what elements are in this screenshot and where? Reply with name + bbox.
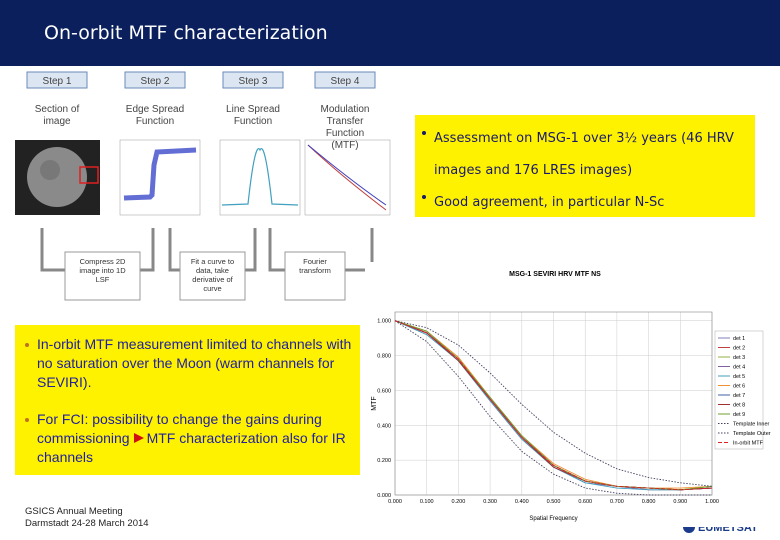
step-box [124,71,186,89]
x-tick-label: 0.100 [420,499,434,505]
legend-label: det 4 [733,365,745,371]
step-box [314,71,376,89]
step-label: Step 4 [331,76,360,87]
x-axis-label: Spatial Frequency [529,516,577,522]
x-tick-label: 0.900 [673,499,687,505]
bullet: Good agreement, in particular N-Sc [420,187,750,219]
x-tick-label: 0.400 [515,499,529,505]
x-tick-label: 0.500 [547,499,561,505]
arrow-icon [133,433,144,443]
y-tick-label: 0.000 [377,493,391,499]
legend-label: det 9 [733,412,745,418]
process-box [179,251,246,301]
x-tick-label: 0.800 [642,499,656,505]
step-caption: Section of image [35,104,80,127]
legend-label: det 3 [733,355,745,361]
y-tick-label: 0.200 [377,458,391,464]
bullet: For FCI: possibility to change the gains… [23,410,352,467]
legend-label: det 2 [733,346,745,352]
bullet-text: MTF characterization also for IR channel… [37,430,346,465]
highlight-box: In-orbit MTF measurement limited to chan… [15,325,360,475]
legend-label: Template Outer [733,431,771,437]
legend-label: det 7 [733,393,745,399]
legend-box [714,330,764,450]
step-label: Step 1 [43,76,72,87]
y-tick-label: 0.400 [377,423,391,429]
legend-label: det 6 [733,384,745,390]
x-tick-label: 0.700 [610,499,624,505]
lsf-plot [219,139,301,216]
legend-label: det 5 [733,374,745,380]
chart-bg [365,262,765,527]
y-tick-label: 0.800 [377,354,391,360]
plot-frame [394,311,713,496]
legend-label: In-orbit MTF [733,441,764,447]
step-caption: Line Spread Function [226,104,280,127]
bullet: Assessment on MSG-1 over 3½ years (46 HR… [420,123,750,187]
x-tick-label: 0.000 [388,499,402,505]
legend-label: Template Inner [733,422,770,428]
lsf-curve [221,148,299,206]
moon-crater [40,160,60,180]
step-caption: Modulation Transfer Function (MTF) [321,104,370,151]
y-tick-label: 1.000 [377,319,391,325]
chart-title: MSG-1 SEVIRI HRV MTF NS [509,271,601,278]
step-box [222,71,284,89]
process-label: Compress 2D image into 1D LSF [79,257,126,284]
mtf-curve [307,144,387,206]
series-line [394,320,712,496]
footer-line: Darmstadt 24-28 March 2014 [25,518,149,529]
legend-label: det 8 [733,403,745,409]
y-tick-label: 0.600 [377,388,391,394]
header: On-orbit MTF characterization [0,0,780,66]
esf-curve [123,147,197,201]
process-box [284,251,346,301]
process-label: Fit a curve to data, take derivative of cur… [191,257,234,293]
bullet-text: For FCI: possibility to change the gains… [37,411,322,446]
x-tick-label: 0.200 [452,499,466,505]
bullet: In-orbit MTF measurement limited to chan… [23,335,352,392]
series-line [394,320,713,489]
step-box [26,71,88,89]
legend-label: det 1 [733,336,745,342]
x-tick-label: 1.000 [705,499,719,505]
process-box [64,251,141,301]
step-caption: Edge Spread Function [126,104,184,127]
step-label: Step 3 [239,76,268,87]
bullet-text: In-orbit MTF measurement limited to chan… [37,336,352,390]
x-tick-label: 0.300 [483,499,497,505]
process-label: Fourier transform [299,257,331,275]
x-tick-label: 0.600 [578,499,592,505]
roi-box [79,166,99,184]
series-line [394,320,713,491]
footer: GSICS Annual Meeting Darmstadt 24-28 Mar… [25,506,149,530]
highlight-box: Assessment on MSG-1 over 3½ years (46 HR… [415,115,755,217]
mtf-curve [307,144,387,211]
slide-title: On-orbit MTF characterization [44,22,328,44]
y-axis-label: MTF [371,396,378,410]
step-label: Step 2 [141,76,170,87]
footer-line: GSICS Annual Meeting [25,506,123,517]
